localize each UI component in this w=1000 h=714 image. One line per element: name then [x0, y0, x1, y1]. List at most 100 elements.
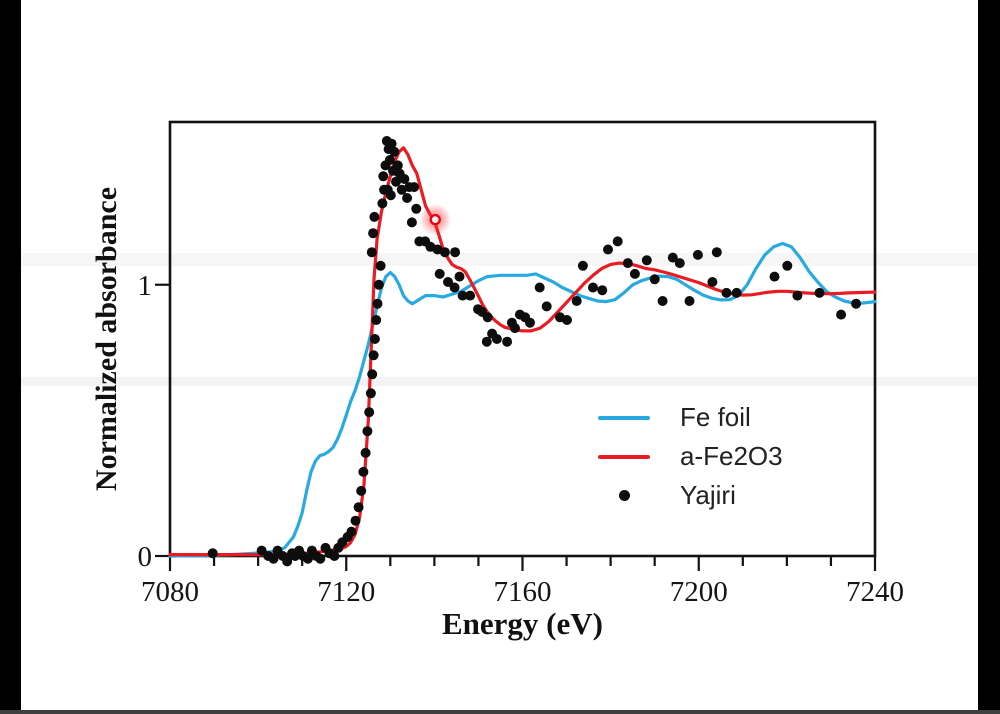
highlight-ring [429, 213, 441, 226]
data-point [373, 279, 384, 290]
yajiri-dot-swatch [618, 490, 630, 501]
data-point [256, 545, 267, 556]
x-tick-label-7120: 7120 [317, 576, 375, 608]
letterbox-left [0, 0, 21, 714]
legend-swatch-wrap [596, 454, 652, 459]
legend-label-fe-foil: Fe foil [680, 402, 751, 432]
data-point [396, 184, 407, 195]
series-line-a-fe2o3 [168, 146, 877, 557]
data-point [268, 553, 279, 564]
data-point [649, 274, 660, 285]
data-point [588, 282, 598, 293]
data-point [346, 526, 357, 537]
data-point [315, 553, 326, 564]
x-tick-label-7200: 7200 [670, 576, 728, 608]
data-point [439, 247, 450, 258]
data-point [481, 336, 492, 347]
data-point [207, 548, 218, 559]
data-point [389, 146, 400, 157]
data-point [378, 171, 389, 182]
data-point [406, 217, 417, 228]
data-point [392, 160, 403, 171]
data-point [302, 553, 313, 564]
data-point [362, 426, 373, 437]
data-point [402, 193, 413, 203]
data-point [674, 258, 685, 269]
data-point [434, 268, 445, 279]
data-point [657, 296, 668, 306]
legend-item-a-fe2o3: a-Fe2O3 [596, 437, 783, 476]
data-point [391, 176, 401, 187]
data-point [641, 255, 652, 266]
data-point [465, 290, 476, 301]
legend-label-yajiri: Yajiri [680, 480, 736, 510]
data-point [571, 296, 582, 306]
data-point [491, 334, 502, 344]
data-point [562, 315, 572, 325]
data-point [721, 287, 732, 298]
data-point [851, 298, 862, 309]
data-point [358, 466, 369, 477]
data-point [482, 312, 493, 323]
data-point [282, 556, 293, 567]
data-point [792, 290, 803, 301]
legend-swatch-wrap [596, 490, 652, 501]
x-axis-title: Energy (eV) [442, 606, 603, 641]
letterbox-bottom [0, 710, 1000, 714]
data-point [356, 485, 367, 496]
data-point [449, 282, 460, 293]
data-point [454, 271, 465, 282]
compression-band [21, 377, 978, 386]
data-point [366, 247, 377, 258]
data-point [369, 211, 380, 222]
data-point [443, 277, 453, 287]
data-point [369, 334, 380, 344]
data-point [692, 249, 703, 260]
data-point [457, 290, 468, 301]
data-point [629, 268, 640, 279]
data-point [364, 407, 375, 418]
data-point [711, 247, 722, 258]
data-point [814, 287, 825, 298]
data-point [510, 323, 520, 334]
data-point [782, 260, 793, 271]
data-point [385, 190, 396, 201]
data-point [409, 182, 420, 193]
data-point [411, 203, 422, 214]
data-point [371, 315, 382, 325]
series-line-fe-foil [168, 241, 877, 558]
fe-foil-line-swatch [598, 415, 650, 420]
data-point [731, 287, 742, 298]
data-point [372, 298, 383, 309]
legend-item-yajiri: Yajiri [596, 476, 783, 515]
x-tick-label-7160: 7160 [494, 576, 552, 608]
data-point [603, 244, 613, 255]
x-tick-label-7080: 7080 [141, 576, 199, 608]
y-tick-label-0: 0 [138, 541, 153, 573]
legend-label-a-fe2o3: a-Fe2O3 [680, 441, 783, 471]
data-point [667, 252, 678, 263]
data-point [597, 285, 608, 296]
data-point [368, 350, 379, 361]
letterbox-right [978, 0, 1000, 714]
data-point [350, 515, 361, 526]
legend-swatch-wrap [596, 415, 652, 420]
data-point [684, 296, 695, 306]
a-fe2o3-line-swatch [598, 454, 650, 459]
data-point [541, 301, 552, 312]
data-point [375, 260, 386, 271]
data-point [534, 282, 545, 293]
legend-item-fe-foil: Fe foil [596, 398, 783, 437]
y-tick-label-1: 1 [138, 270, 153, 302]
y-axis-title: Normalized absorbance [90, 186, 123, 492]
data-point [384, 155, 395, 165]
data-point [360, 447, 371, 458]
data-point [525, 317, 535, 328]
data-point [368, 228, 379, 239]
legend: Fe foil a-Fe2O3 Yajiri [596, 398, 783, 515]
data-point [622, 258, 633, 269]
data-point [502, 336, 513, 347]
data-point [386, 138, 397, 149]
data-point [450, 247, 461, 258]
